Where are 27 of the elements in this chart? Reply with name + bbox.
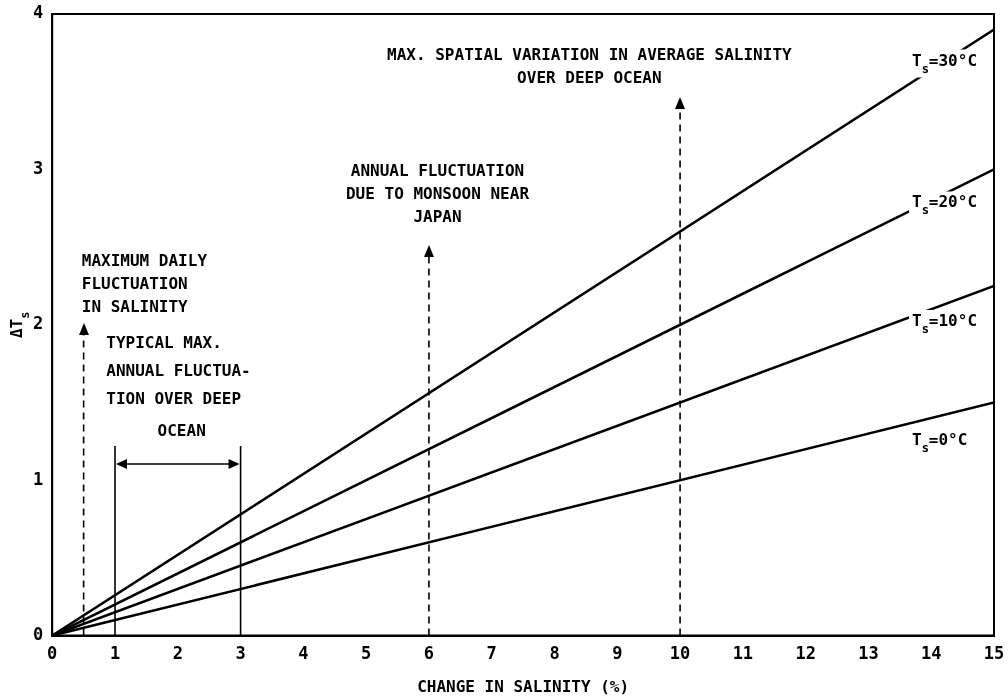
x-tick-label: 2 bbox=[172, 643, 183, 664]
annotation: TYPICAL MAX. ANNUAL FLUCTUA- TION OVER DEEP OCEAN bbox=[106, 332, 251, 440]
x-tick-label: 9 bbox=[612, 643, 623, 664]
x-tick-label: 3 bbox=[235, 643, 246, 664]
x-tick-label: 10 bbox=[669, 643, 691, 664]
y-tick-label: 4 bbox=[32, 2, 44, 23]
y-tick-label: 3 bbox=[32, 157, 44, 178]
y-tick-label: 2 bbox=[32, 313, 44, 334]
x-tick-label: 13 bbox=[858, 643, 879, 664]
x-tick-label: 7 bbox=[486, 643, 497, 664]
x-tick-label: 6 bbox=[423, 643, 435, 664]
annotation: ANNUAL FLUCTUATION DUE TO MONSOON NEAR JAPAN bbox=[345, 161, 530, 227]
x-tick-label: 5 bbox=[361, 643, 372, 664]
x-tick-label: 0 bbox=[47, 643, 58, 664]
x-tick-label: 4 bbox=[298, 643, 309, 664]
x-tick-label: 1 bbox=[109, 643, 121, 664]
y-tick-label: 1 bbox=[32, 468, 44, 489]
x-tick-label: 8 bbox=[549, 643, 560, 664]
x-tick-label: 12 bbox=[795, 643, 816, 664]
y-axis-title: ΔTs bbox=[7, 311, 32, 339]
x-tick-label: 11 bbox=[732, 643, 754, 664]
annotation: MAX. SPATIAL VARIATION IN AVERAGE SALINITY OVER DEEP OCEAN bbox=[387, 45, 793, 88]
x-tick-label: 15 bbox=[983, 643, 1005, 664]
x-tick-label: 14 bbox=[920, 643, 942, 664]
y-tick-label: 0 bbox=[32, 624, 44, 645]
annotation: MAXIMUM DAILY FLUCTUATION IN SALINITY bbox=[81, 251, 208, 317]
x-axis-title: CHANGE IN SALINITY (%) bbox=[417, 677, 630, 696]
